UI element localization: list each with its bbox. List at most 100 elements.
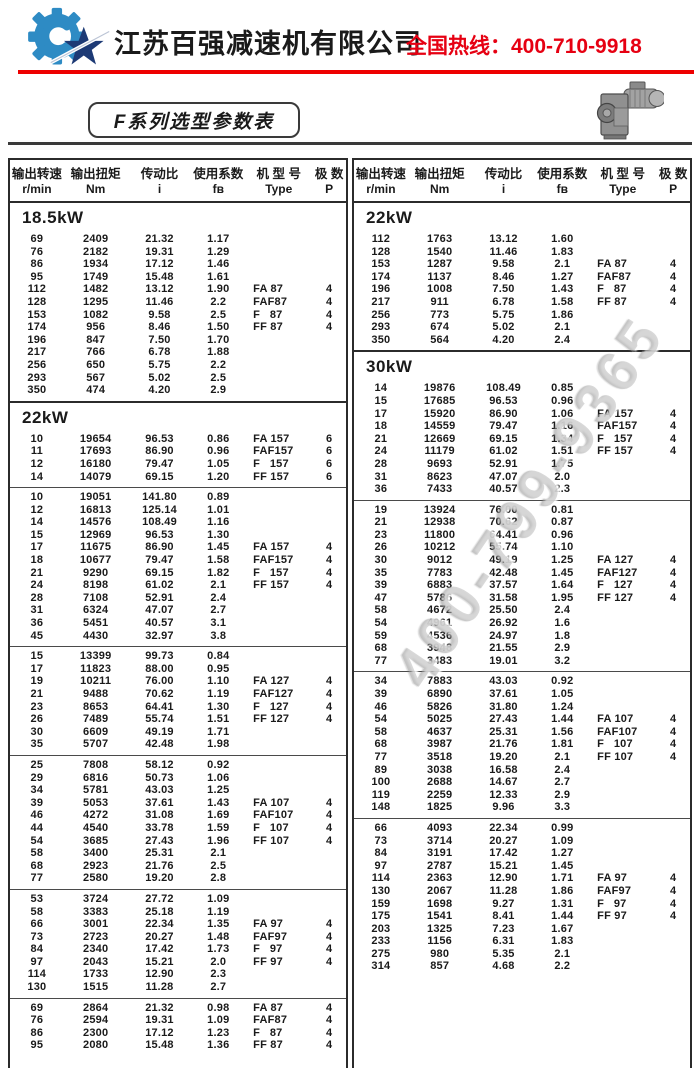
table-cell: FF 127	[597, 591, 634, 604]
table-cell: 1.09	[207, 1014, 230, 1027]
table-cell: 23	[30, 700, 44, 713]
table-cell: 114	[27, 968, 47, 981]
column-header-cn: 极 数	[658, 167, 688, 181]
table-cell: 4430	[83, 629, 109, 642]
table-cell	[656, 960, 690, 973]
table-row: 112 1482 13.12 1.90 FA 87 4	[10, 283, 346, 296]
column-header-unit: r/min	[22, 182, 52, 196]
table-cell: 31.80	[489, 700, 518, 713]
table-cell: 86.90	[489, 407, 518, 420]
table-cell: 2594	[83, 1014, 109, 1027]
table-cell: 66	[30, 918, 44, 931]
table-cell	[245, 604, 312, 617]
table-cell: 1.95	[551, 591, 574, 604]
table-cell	[656, 604, 690, 617]
table-cell: 52.91	[489, 457, 518, 470]
table-row: 174 1137 8.46 1.27 FAF87 4	[354, 271, 690, 284]
table-cell: 108.49	[142, 516, 177, 529]
table-row: 89 3038 16.58 2.4	[354, 764, 690, 777]
table-cell: 7883	[427, 675, 453, 688]
table-cell: 11800	[424, 528, 456, 541]
table-cell: 1.34	[551, 432, 574, 445]
column-header-cn: 输出转速	[11, 167, 62, 181]
table-cell	[656, 948, 690, 961]
table-row: 217 766 6.78 1.88	[10, 346, 346, 359]
table-cell	[656, 382, 690, 395]
table-cell: FF 97	[597, 910, 627, 923]
table-cell	[589, 483, 656, 496]
table-cell: 4	[669, 554, 677, 567]
table-row: 66 4093 22.34 0.99	[354, 822, 690, 835]
table-cell: 0.96	[207, 445, 230, 458]
table-cell: 43.03	[489, 675, 518, 688]
table-cell	[656, 655, 690, 668]
table-cell: 0.85	[551, 382, 574, 395]
table-cell	[312, 650, 346, 663]
table-cell: 4	[325, 541, 333, 554]
table-cell: 1.43	[551, 283, 574, 296]
table-cell: 2182	[83, 245, 109, 258]
table-cell: 5053	[83, 796, 109, 809]
table-row: 68 2923 21.76 2.5	[10, 860, 346, 873]
table-cell: 1.67	[551, 922, 574, 935]
table-cell: 12938	[423, 516, 456, 529]
section-label: 22kW	[366, 208, 413, 227]
table-row: 12 16180 79.47 1.05 F 157 6	[10, 458, 346, 471]
table-row: 69 2864 21.32 0.98 FA 87 4	[10, 1002, 346, 1015]
table-cell: 0.87	[551, 516, 574, 529]
column-header-unit: fʙ	[212, 182, 224, 196]
table-cell: 4	[325, 308, 333, 321]
table-cell: 61.02	[489, 445, 518, 458]
table-cell: 6	[325, 445, 333, 458]
ratio-block: 19 13924 76.00 0.81 21 12938 70.62 0.87 23 11800 6…	[354, 499, 690, 672]
table-cell: 69.15	[145, 566, 174, 579]
table-cell: FA 87	[253, 283, 284, 296]
table-cell: 12.90	[489, 872, 518, 885]
table-cell: 1.48	[207, 930, 230, 943]
table-cell: 10212	[423, 541, 456, 554]
table-cell: F 87	[597, 283, 627, 296]
table-row: 174 956 8.46 1.50 FF 87 4	[10, 321, 346, 334]
table-cell: 174	[27, 321, 47, 334]
table-cell: 22.34	[145, 918, 174, 931]
table-row: 18 14559 79.47 1.16 FAF157 4	[354, 420, 690, 433]
power-section: 22kW 112 1763 13.12 1.60 128 1540 11.46 1.83 153 1…	[354, 203, 690, 350]
table-cell: 1.30	[207, 528, 230, 541]
table-row: 256 650 5.75 2.2	[10, 359, 346, 372]
table-cell: 79.47	[145, 457, 174, 470]
table-cell: 76.00	[489, 503, 518, 516]
table-cell: 96.53	[145, 432, 174, 445]
column-header: 输出转速 r/min	[10, 166, 64, 197]
table-cell	[245, 893, 312, 906]
section-label: 18.5kW	[22, 208, 84, 227]
column-header-cn: 输出扭矩	[70, 167, 121, 181]
table-cell: 1.83	[551, 245, 574, 258]
table-cell: 1.58	[551, 295, 574, 308]
table-cell: 19	[374, 503, 388, 516]
table-cell	[656, 309, 690, 322]
table-cell	[245, 233, 312, 246]
table-cell: 86.90	[145, 541, 174, 554]
table-row: 69 2409 21.32 1.17	[10, 233, 346, 246]
table-cell: 2.0	[210, 955, 227, 968]
table-cell: 1825	[427, 801, 453, 814]
table-cell: 130	[371, 884, 391, 897]
table-cell: 12	[30, 503, 44, 516]
table-row: 26 7489 55.74 1.51 FF 127 4	[10, 713, 346, 726]
column-header-cn: 输出转速	[355, 167, 406, 181]
table-cell	[589, 948, 656, 961]
table-row: 24 8198 61.02 2.1 FF 157 4	[10, 579, 346, 592]
table-row: 76 2182 19.31 1.29	[10, 246, 346, 259]
table-cell: 46	[30, 809, 44, 822]
table-cell: 58	[30, 905, 44, 918]
table-cell: 1.16	[551, 420, 574, 433]
table-cell: FA 127	[253, 675, 290, 688]
table-cell: 58	[30, 847, 44, 860]
table-cell: 84	[374, 847, 388, 860]
table-cell: 4	[325, 713, 333, 726]
table-cell: 42.48	[145, 738, 174, 751]
table-cell	[312, 504, 346, 517]
table-cell: 0.96	[551, 528, 574, 541]
table-cell: 14559	[423, 420, 456, 433]
table-row: 39 6890 37.61 1.05	[354, 688, 690, 701]
